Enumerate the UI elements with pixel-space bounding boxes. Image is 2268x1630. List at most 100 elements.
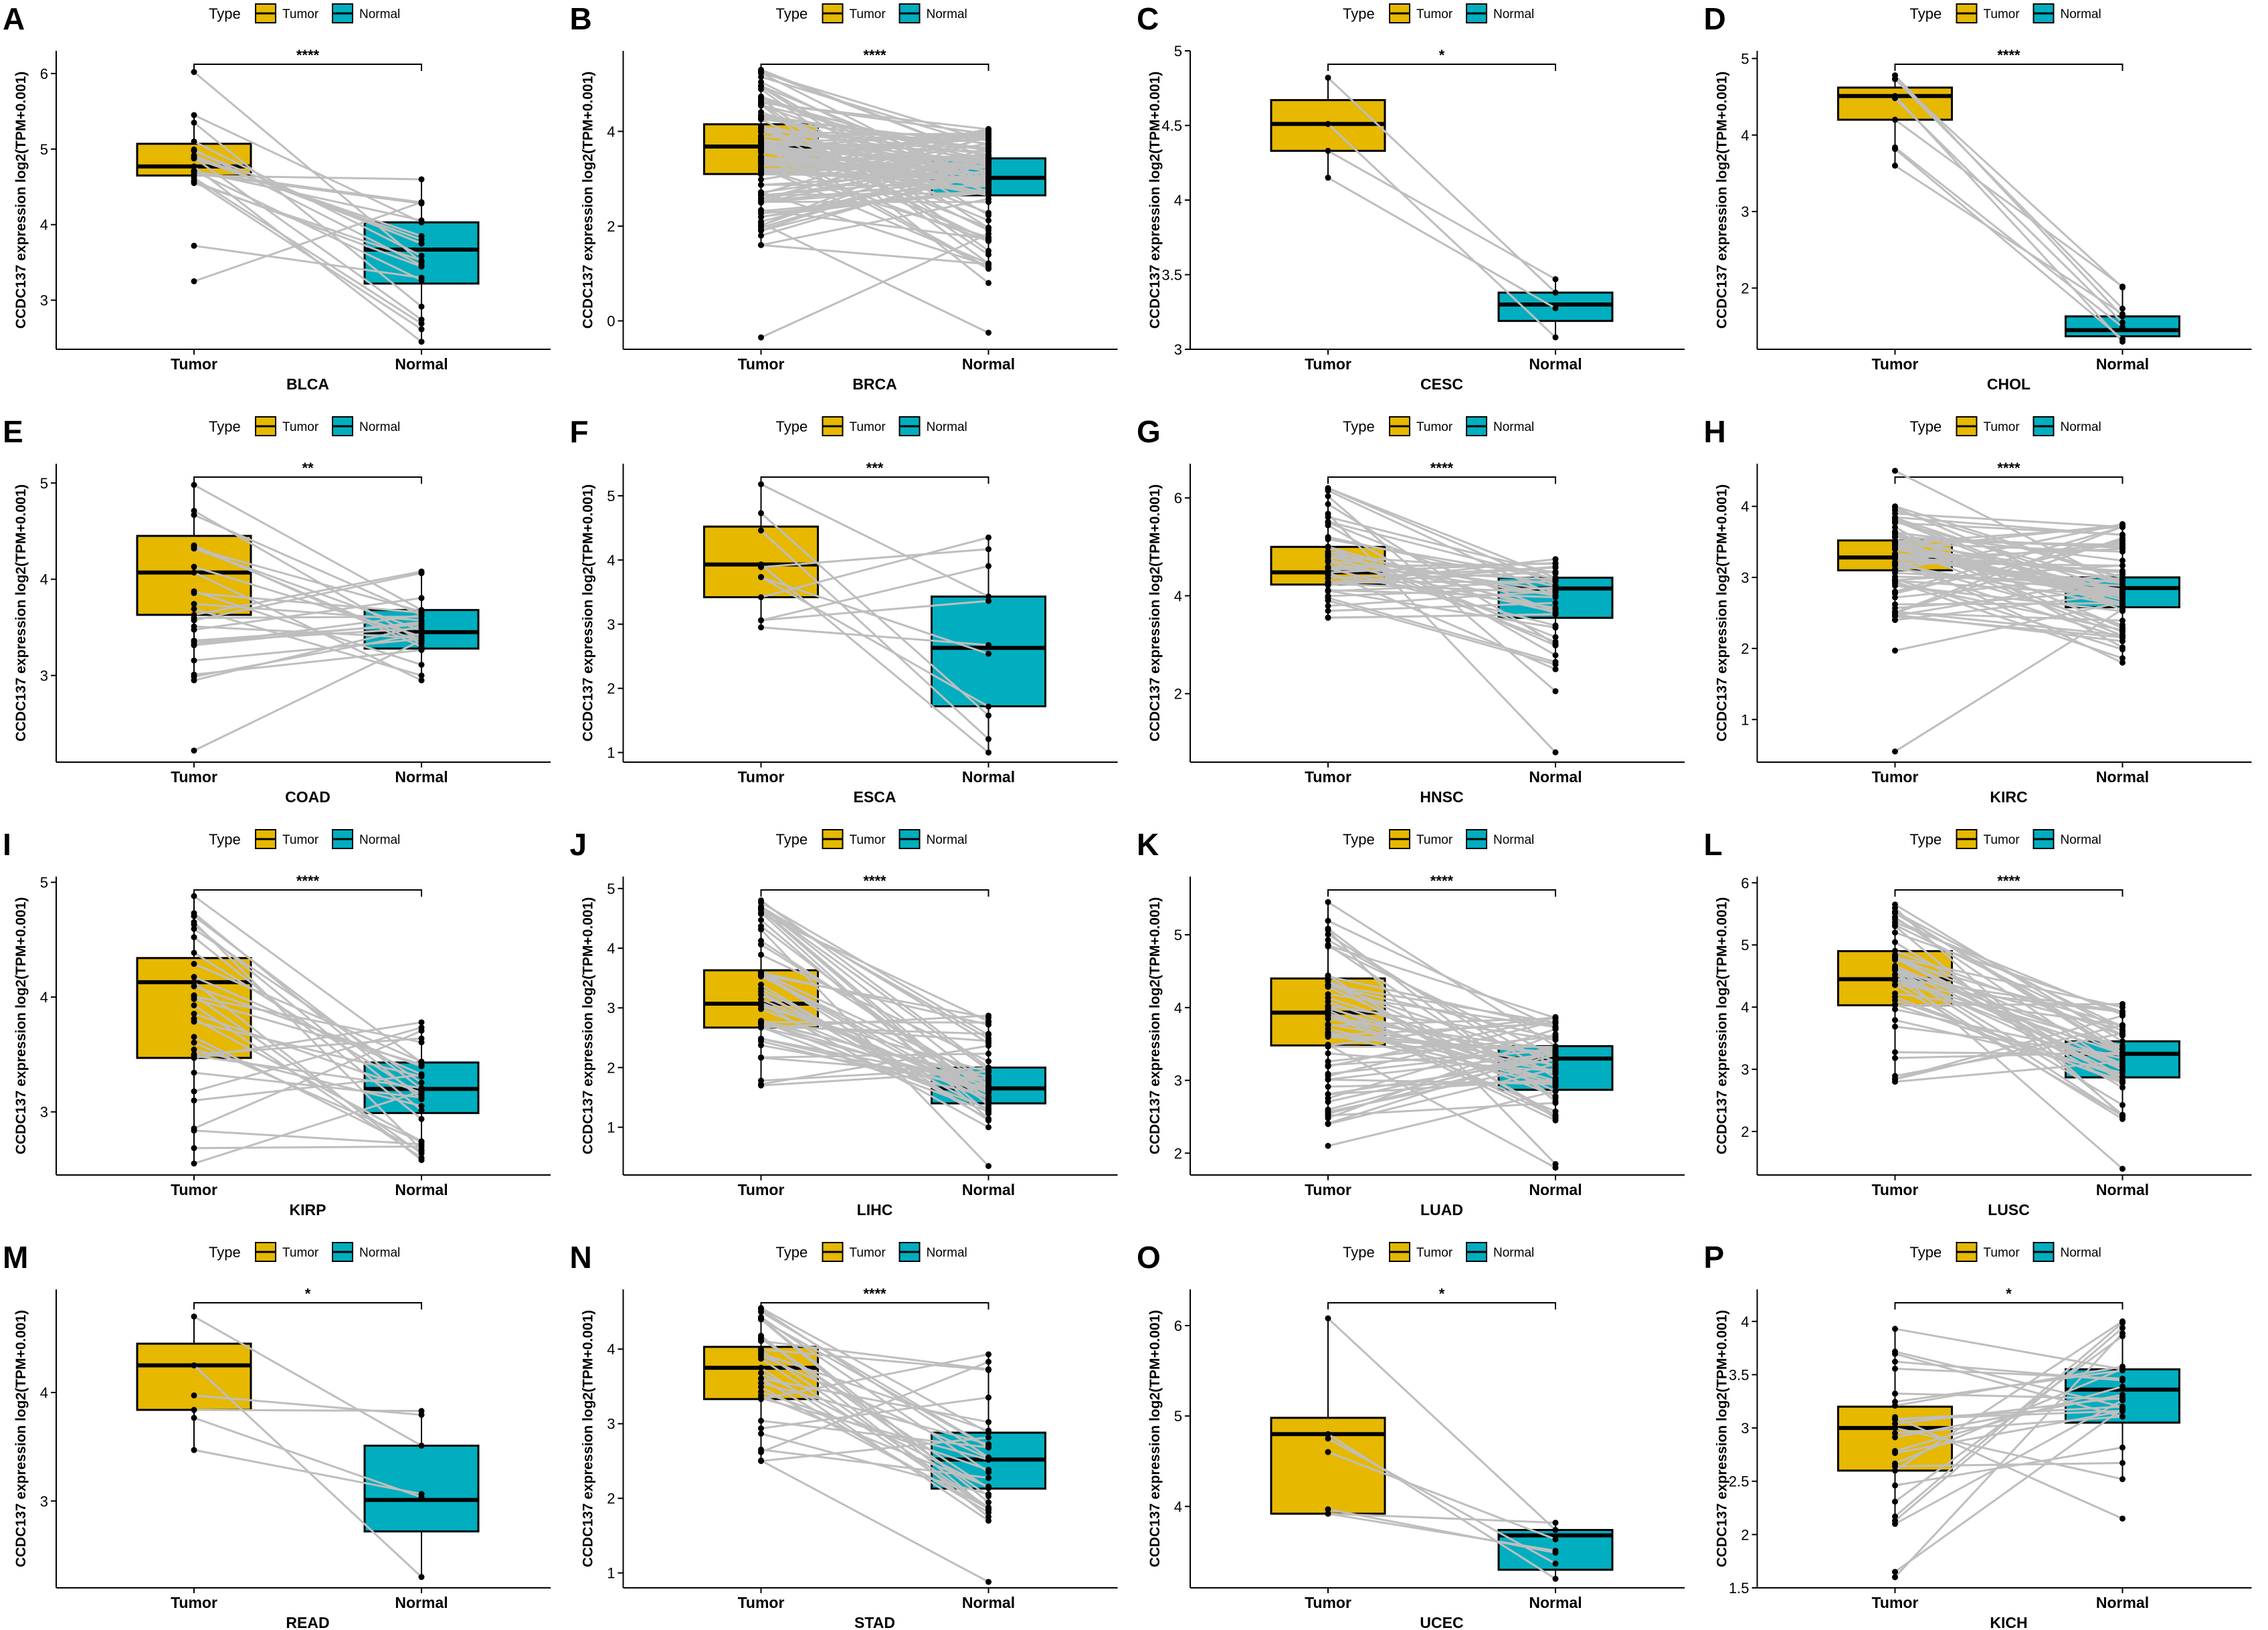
point-normal	[2119, 1413, 2125, 1420]
y-tick-label: 6	[1174, 490, 1182, 507]
paired-line	[193, 1129, 422, 1146]
point-normal	[2119, 548, 2125, 555]
point-tumor	[1892, 947, 1898, 954]
point-normal	[418, 1019, 425, 1026]
point-tumor	[758, 904, 764, 911]
x-axis-title: ESCA	[854, 788, 896, 806]
point-normal	[2119, 284, 2125, 291]
point-normal	[2119, 1063, 2125, 1070]
point-normal	[418, 1150, 425, 1157]
point-tumor	[191, 147, 197, 154]
point-tumor	[1325, 982, 1331, 989]
paired-line	[761, 118, 989, 151]
point-tumor	[758, 969, 764, 976]
paired-line	[1895, 564, 2123, 639]
point-tumor	[1892, 997, 1898, 1004]
legend: Type Tumor Normal	[1343, 3, 1534, 23]
paired-line	[1327, 1318, 1557, 1531]
paired-line	[1327, 945, 1556, 1057]
y-axis-title: CCDC137 expression log2(TPM+0.001)	[1715, 1310, 1730, 1568]
paired-line	[1895, 612, 2123, 622]
legend-label-normal: Normal	[2061, 420, 2101, 434]
point-normal	[985, 1441, 991, 1447]
point-tumor	[1325, 1120, 1331, 1127]
panel-letter: A	[3, 1, 25, 36]
paired-line	[193, 592, 422, 614]
point-normal	[985, 1419, 991, 1425]
point-normal	[2119, 319, 2125, 326]
paired-line	[1327, 1433, 1556, 1580]
point-normal	[418, 199, 425, 205]
point-tumor	[758, 154, 764, 161]
paired-line	[1895, 977, 2123, 1012]
box-body	[703, 525, 819, 599]
point-tumor	[1325, 571, 1331, 578]
point-tumor	[1325, 899, 1331, 905]
point-normal	[985, 1394, 991, 1401]
point-tumor	[1325, 74, 1331, 81]
paired-line	[1895, 531, 2123, 562]
x-tick-label-tumor: Tumor	[171, 768, 217, 786]
point-normal	[1552, 1061, 1559, 1067]
y-tick-label: 2.5	[1729, 1473, 1750, 1490]
point-tumor	[1325, 602, 1331, 609]
legend-title: Type	[1343, 831, 1375, 848]
paired-line	[1327, 1078, 1556, 1085]
paired-line	[760, 984, 989, 1121]
point-tumor	[1892, 1414, 1898, 1421]
legend: Type Tumor Normal	[776, 3, 967, 23]
paired-line	[1894, 118, 2123, 288]
x-tick-label-tumor: Tumor	[171, 1594, 217, 1611]
paired-line	[760, 512, 989, 717]
point-tumor	[191, 545, 197, 552]
point-normal	[985, 1456, 991, 1463]
point-tumor	[758, 996, 764, 1003]
point-normal	[418, 176, 425, 183]
paired-line	[193, 621, 422, 646]
point-tumor	[1892, 468, 1898, 474]
point-tumor	[191, 949, 197, 956]
paired-line	[1327, 123, 1557, 339]
point-tumor	[758, 84, 764, 90]
paired-lines	[1327, 487, 1557, 753]
paired-line	[1327, 582, 1556, 594]
point-normal	[2119, 1476, 2125, 1483]
paired-line	[193, 1030, 422, 1129]
point-normal	[985, 329, 991, 336]
paired-line	[1894, 97, 2123, 323]
significance-label: ****	[1997, 460, 2020, 476]
paired-line	[761, 114, 989, 151]
x-tick-label-normal: Normal	[962, 355, 1015, 373]
point-tumor	[1325, 522, 1331, 529]
point-tumor	[758, 219, 764, 226]
panel-b: B Type Tumor Normal CCDC137 expression log2(…	[570, 1, 1118, 393]
paired-line	[1894, 1368, 2123, 1465]
point-normal	[985, 1115, 991, 1122]
point-tumor	[1325, 1315, 1331, 1322]
point-tumor	[758, 143, 764, 149]
paired-line	[1327, 929, 1557, 1165]
point-tumor	[191, 992, 197, 999]
point-normal	[2119, 1444, 2125, 1451]
x-tick-label-tumor: Tumor	[738, 1181, 785, 1198]
paired-line	[1895, 516, 2123, 536]
point-tumor	[191, 119, 197, 126]
paired-line	[761, 72, 989, 143]
point-normal	[985, 230, 991, 237]
point-tumor	[1325, 175, 1331, 181]
paired-line	[761, 1390, 989, 1471]
paired-line	[1895, 602, 2123, 606]
panel-c: C Type Tumor Normal CCDC137 expression log2(…	[1137, 1, 1685, 393]
paired-line	[193, 995, 422, 1044]
paired-line	[1895, 524, 2123, 550]
point-normal	[985, 650, 991, 657]
paired-line	[760, 125, 989, 221]
point-tumor	[1892, 923, 1898, 929]
paired-line	[761, 536, 989, 598]
significance-bracket	[760, 889, 989, 897]
point-tumor	[1892, 589, 1898, 596]
paired-line	[1894, 470, 2123, 586]
point-tumor	[1325, 931, 1331, 938]
legend-label-tumor: Tumor	[1416, 7, 1453, 21]
point-normal	[2119, 659, 2125, 666]
